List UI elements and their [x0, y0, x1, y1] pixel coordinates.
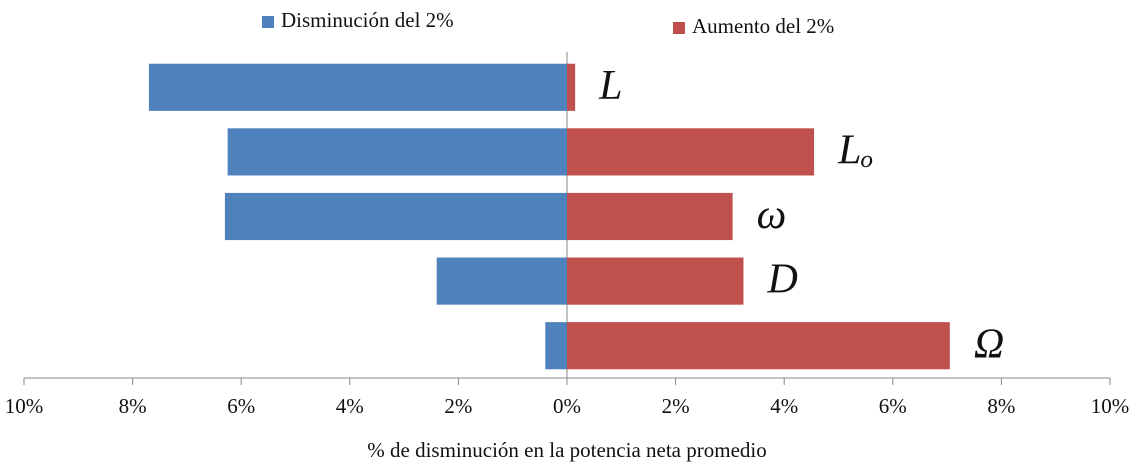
bar: [436, 257, 567, 305]
legend-label: Aumento del 2%: [692, 14, 834, 38]
category-label: Ω: [974, 321, 1004, 367]
category-label: D: [766, 257, 797, 303]
x-tick-label: 4%: [336, 394, 364, 418]
x-tick-label: 6%: [227, 394, 255, 418]
legend-swatch: [673, 22, 685, 34]
x-tick-label: 0%: [553, 394, 581, 418]
bar: [567, 63, 576, 111]
bar: [545, 322, 567, 370]
bar: [567, 192, 733, 241]
x-tick-label: 2%: [662, 394, 690, 418]
bar: [224, 192, 567, 241]
legend-label: Disminución del 2%: [281, 8, 454, 32]
legend-swatch: [262, 16, 274, 28]
x-tick-label: 8%: [987, 394, 1015, 418]
bar: [567, 128, 815, 176]
x-tick-label: 10%: [1091, 394, 1130, 418]
category-label: Lₒ: [837, 128, 873, 174]
bar: [227, 128, 567, 176]
x-tick-label: 6%: [879, 394, 907, 418]
x-axis-label: % de disminución en la potencia neta pro…: [367, 438, 766, 462]
category-label: L: [598, 63, 622, 109]
category-label: ω: [757, 192, 787, 238]
x-tick-label: 4%: [770, 394, 798, 418]
bar: [148, 63, 567, 111]
x-tick-label: 10%: [5, 394, 44, 418]
x-tick-label: 8%: [119, 394, 147, 418]
bar: [567, 257, 744, 305]
x-tick-label: 2%: [444, 394, 472, 418]
bar: [567, 322, 950, 370]
